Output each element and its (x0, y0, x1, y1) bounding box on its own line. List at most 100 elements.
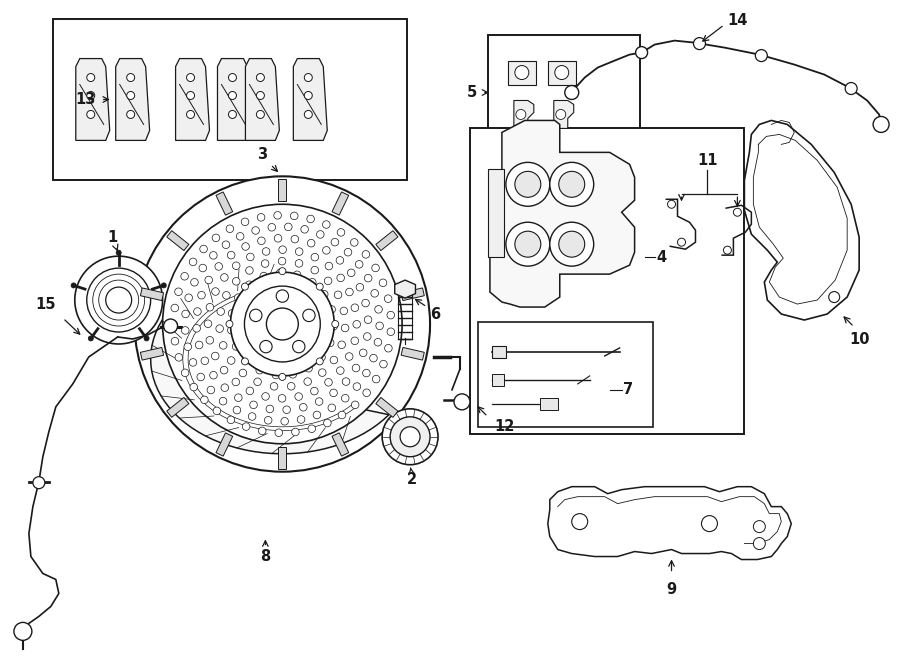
Circle shape (221, 384, 229, 391)
Polygon shape (176, 58, 210, 140)
Circle shape (222, 291, 230, 299)
Circle shape (232, 262, 240, 269)
Circle shape (186, 91, 194, 99)
Circle shape (86, 91, 94, 99)
Circle shape (215, 263, 222, 270)
Circle shape (753, 520, 765, 532)
Circle shape (199, 264, 207, 272)
Circle shape (217, 308, 224, 315)
Circle shape (319, 318, 326, 325)
Circle shape (171, 338, 179, 345)
Text: 10: 10 (849, 332, 869, 348)
Circle shape (304, 111, 312, 118)
Circle shape (337, 367, 344, 375)
Circle shape (281, 418, 289, 425)
Circle shape (222, 241, 230, 248)
Polygon shape (216, 433, 233, 456)
Polygon shape (218, 58, 251, 140)
Circle shape (515, 66, 529, 79)
Circle shape (755, 50, 768, 62)
Circle shape (362, 299, 369, 307)
Circle shape (559, 231, 585, 257)
Circle shape (262, 248, 270, 256)
Circle shape (873, 117, 889, 132)
Circle shape (322, 220, 330, 228)
Circle shape (319, 369, 326, 377)
Circle shape (400, 427, 420, 447)
Circle shape (356, 283, 364, 291)
Circle shape (256, 366, 264, 374)
Circle shape (376, 322, 383, 330)
Circle shape (257, 214, 265, 221)
Circle shape (556, 109, 566, 119)
Circle shape (390, 417, 430, 457)
Circle shape (270, 383, 278, 390)
Bar (488, 34, 640, 144)
Circle shape (279, 246, 286, 254)
Polygon shape (140, 288, 164, 301)
Circle shape (232, 277, 240, 285)
Circle shape (353, 383, 361, 391)
Polygon shape (401, 348, 424, 360)
Circle shape (276, 290, 289, 303)
Circle shape (246, 387, 254, 395)
Circle shape (346, 288, 353, 296)
Circle shape (506, 222, 550, 266)
Circle shape (246, 281, 253, 289)
Polygon shape (376, 230, 398, 251)
Polygon shape (401, 288, 424, 301)
Polygon shape (216, 192, 233, 215)
Polygon shape (140, 348, 164, 360)
Circle shape (161, 283, 166, 288)
Circle shape (279, 267, 286, 275)
Circle shape (325, 379, 332, 386)
Circle shape (237, 232, 244, 240)
Polygon shape (332, 433, 348, 456)
Circle shape (283, 406, 291, 414)
Circle shape (295, 393, 302, 401)
Text: 14: 14 (727, 13, 748, 28)
Bar (492, 374, 504, 386)
Polygon shape (278, 179, 286, 201)
Circle shape (515, 231, 541, 257)
Circle shape (189, 258, 197, 265)
Circle shape (220, 273, 229, 281)
Circle shape (307, 348, 315, 355)
Circle shape (364, 274, 372, 282)
Circle shape (278, 395, 286, 402)
Text: 12: 12 (495, 419, 515, 434)
Circle shape (116, 250, 122, 255)
Circle shape (310, 387, 319, 395)
Bar (492, 346, 506, 358)
Circle shape (170, 321, 177, 328)
Circle shape (845, 83, 857, 95)
Circle shape (229, 73, 237, 81)
Circle shape (724, 246, 732, 254)
Bar (548, 60, 576, 85)
Text: 9: 9 (667, 582, 677, 597)
Circle shape (317, 230, 324, 238)
Circle shape (235, 394, 242, 401)
Circle shape (206, 303, 213, 311)
Circle shape (308, 240, 315, 247)
Circle shape (266, 405, 274, 412)
Circle shape (363, 389, 371, 397)
Circle shape (265, 416, 272, 424)
Circle shape (370, 354, 377, 362)
Circle shape (220, 342, 227, 349)
Circle shape (88, 336, 94, 341)
Circle shape (346, 353, 353, 360)
Text: 11: 11 (698, 153, 717, 168)
Circle shape (181, 273, 188, 280)
Circle shape (328, 306, 336, 313)
Circle shape (127, 73, 135, 81)
Circle shape (184, 294, 193, 301)
Circle shape (248, 412, 256, 420)
Circle shape (304, 73, 312, 81)
Circle shape (127, 91, 135, 99)
Circle shape (86, 111, 94, 118)
Text: 15: 15 (36, 297, 56, 312)
Circle shape (734, 209, 742, 216)
Circle shape (175, 354, 183, 361)
Circle shape (235, 294, 242, 301)
